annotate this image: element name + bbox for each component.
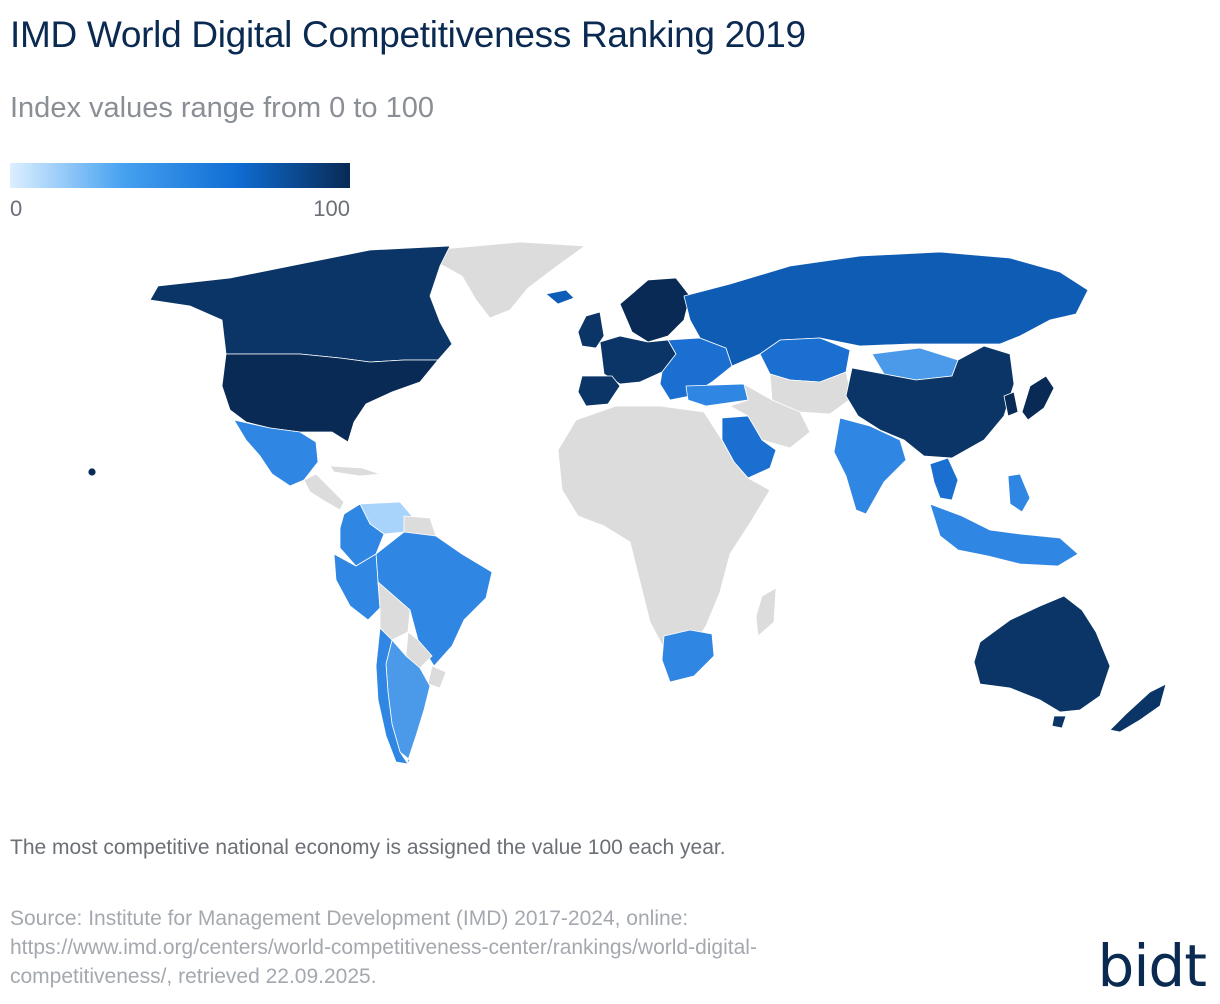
region-china (845, 345, 1015, 459)
region-southeast-asia (929, 503, 1079, 567)
region-central-america (303, 473, 345, 511)
region-iceland (545, 289, 575, 305)
legend-max-label: 100 (313, 196, 350, 221)
source-line: https://www.imd.org/centers/world-compet… (10, 936, 757, 959)
region-middle-east (729, 383, 811, 449)
region-philippines (1007, 473, 1031, 513)
chart-subtitle: Index values range from 0 to 100 (10, 92, 434, 124)
region-africa (557, 405, 771, 657)
region-russia (683, 251, 1089, 367)
chart-title: IMD World Digital Competitiveness Rankin… (10, 14, 806, 55)
region-thailand (929, 457, 959, 501)
region-turkey (685, 383, 749, 407)
region-new-zealand (1109, 683, 1167, 733)
region-uruguay (427, 665, 447, 689)
region-hawaii (87, 467, 97, 477)
region-chile (375, 627, 409, 765)
source-line: competitiveness/, retrieved 22.09.2025. (10, 965, 377, 988)
region-south-africa (661, 629, 715, 683)
region-scandinavia (619, 277, 691, 343)
legend-min-label: 0 (10, 196, 23, 221)
region-uk (577, 311, 605, 349)
color-legend: 0 100 (10, 163, 350, 221)
region-tasmania (1051, 715, 1067, 729)
legend-gradient-bar (10, 163, 350, 188)
region-australia (973, 595, 1111, 713)
region-greenland (431, 241, 587, 319)
source-line: Source: Institute for Management Develop… (10, 907, 689, 930)
region-bolivia (377, 581, 411, 641)
world-map (87, 241, 1167, 767)
region-india (833, 417, 907, 515)
region-japan (1021, 375, 1055, 421)
region-canada (149, 245, 453, 363)
source-text: Source: Institute for Management Develop… (10, 904, 1020, 991)
region-caribbean (329, 465, 381, 477)
region-paraguay (405, 631, 433, 669)
footnote: The most competitive national economy is… (10, 836, 726, 859)
region-korea (1003, 391, 1019, 417)
region-madagascar (755, 587, 777, 637)
bidt-logo: bidt (1097, 932, 1207, 1000)
region-iberia (577, 375, 621, 407)
region-usa (221, 353, 439, 443)
